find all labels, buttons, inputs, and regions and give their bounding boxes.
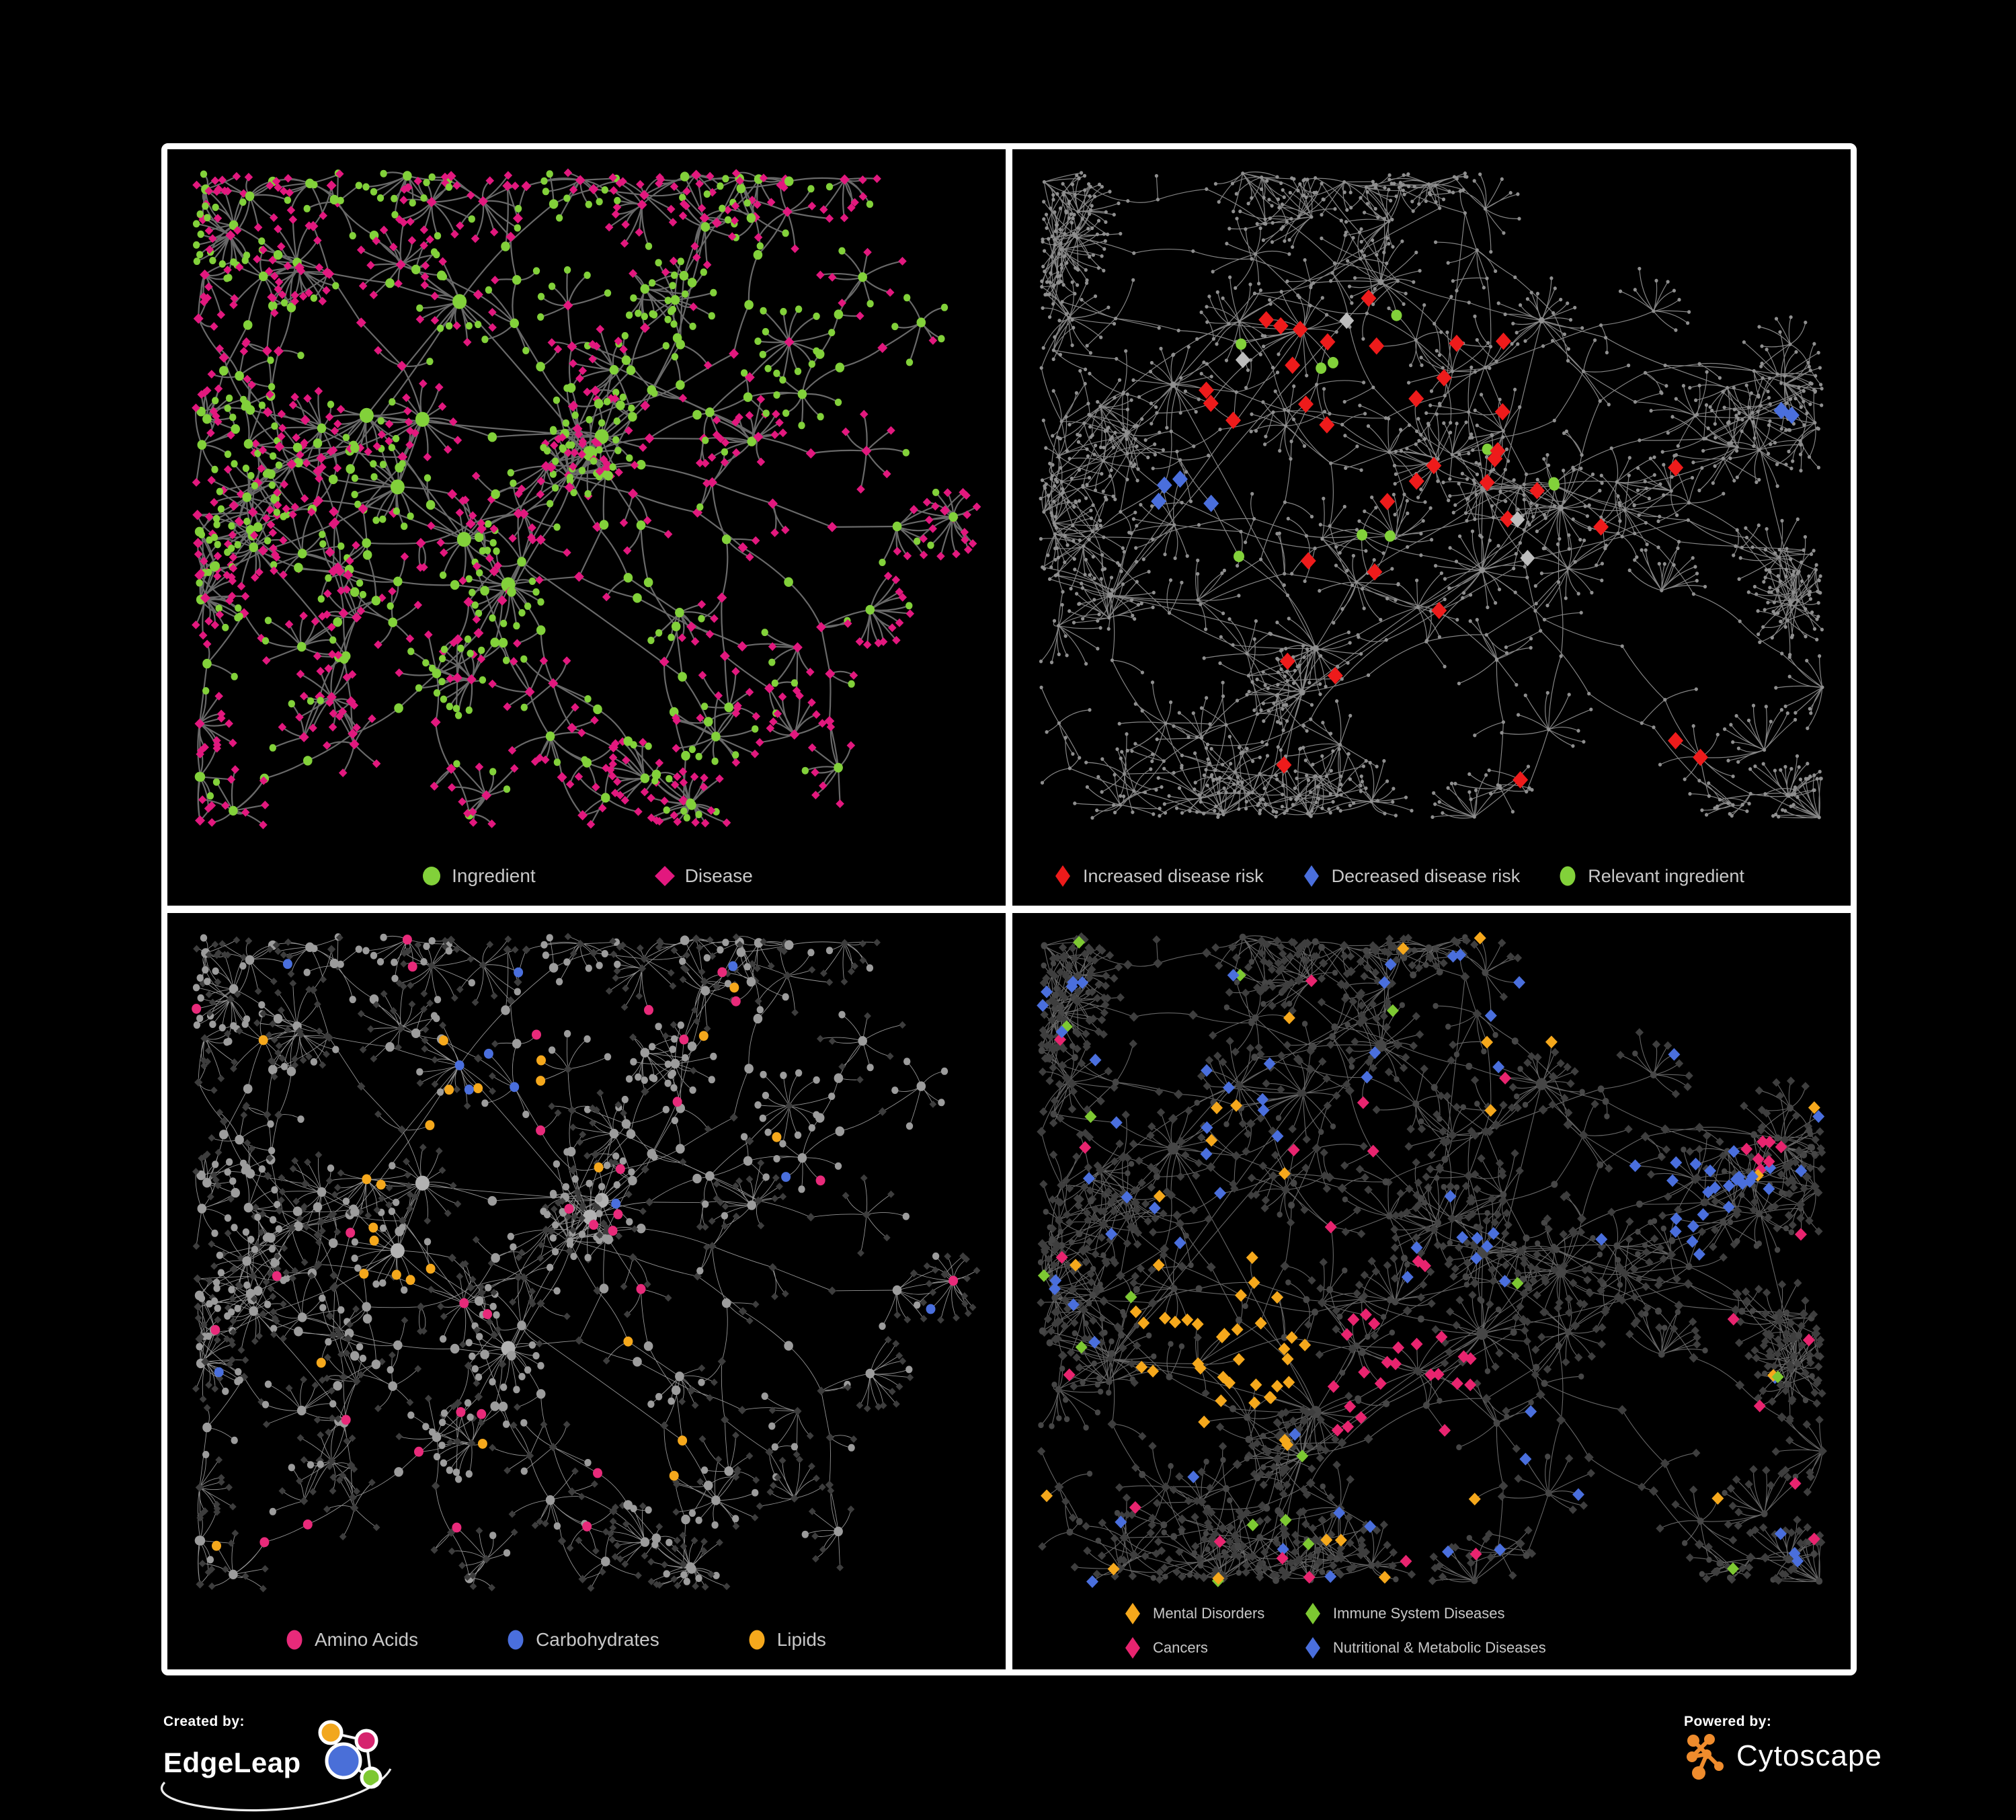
legend-item-relevant-ingredient: Relevant ingredient bbox=[1556, 864, 1744, 888]
amino-acids-marker-icon bbox=[286, 1630, 303, 1650]
edgeleap-logo-text: EdgeLeap bbox=[163, 1747, 301, 1778]
legend-item-nutritional-metabolic-diseases: Nutritional & Metabolic Diseases bbox=[1301, 1636, 1546, 1660]
legend-item-decreased-disease-risk: Decreased disease risk bbox=[1300, 864, 1521, 888]
network-disease-risk bbox=[1039, 171, 1824, 820]
lipids-marker-icon bbox=[749, 1630, 765, 1650]
disease-marker-icon bbox=[654, 866, 675, 886]
legend-item-lipids: Lipids bbox=[745, 1628, 826, 1652]
panel-grid: Ingredient Disease Increased disease risk… bbox=[161, 143, 1857, 1675]
legend-item-amino-acids: Amino Acids bbox=[283, 1628, 418, 1652]
legend-label: Disease bbox=[684, 865, 753, 886]
legend-label: Lipids bbox=[776, 1629, 826, 1650]
immune-system-diseases-marker-icon bbox=[1305, 1603, 1320, 1624]
panel-divider-horizontal bbox=[167, 906, 1851, 913]
legend-disease-classes: Mental Disorders Immune System Diseases Ca… bbox=[1012, 1601, 1851, 1660]
edgeleap-credit: Created by: EdgeLeap bbox=[161, 1714, 392, 1812]
edgeleap-logo-icon bbox=[318, 1720, 382, 1789]
network-ingredient-disease bbox=[192, 168, 981, 830]
cytoscape-credit: Powered by: Cytoscape bbox=[1684, 1714, 1882, 1781]
legend-item-ingredient: Ingredient bbox=[420, 864, 536, 888]
network-nutrient-classes bbox=[192, 933, 981, 1593]
panel-disease-risk: Increased disease risk Decreased disease … bbox=[1012, 149, 1851, 906]
panel-nutrient-classes: Amino Acids Carbohydrates Lipids bbox=[167, 913, 1006, 1669]
panel-disease-classes: Mental Disorders Immune System Diseases Ca… bbox=[1012, 913, 1851, 1669]
cytoscape-logo-icon bbox=[1687, 1734, 1724, 1780]
relevant-ingredient-marker-icon bbox=[1560, 866, 1576, 886]
legend-item-disease: Disease bbox=[653, 864, 753, 888]
legend-label: Relevant ingredient bbox=[1588, 865, 1744, 886]
cancers-marker-icon bbox=[1125, 1637, 1140, 1659]
legend-item-increased-disease-risk: Increased disease risk bbox=[1051, 864, 1264, 888]
legend-item-mental-disorders: Mental Disorders bbox=[1121, 1601, 1301, 1626]
decreased-disease-risk-marker-icon bbox=[1303, 865, 1319, 887]
legend-label: Increased disease risk bbox=[1083, 865, 1264, 886]
ingredient-marker-icon bbox=[423, 867, 441, 885]
legend-item-cancers: Cancers bbox=[1121, 1636, 1301, 1660]
legend-label: Ingredient bbox=[452, 865, 536, 886]
legend-nutrient-classes: Amino Acids Carbohydrates Lipids bbox=[167, 1628, 1006, 1652]
legend-disease-risk: Increased disease risk Decreased disease … bbox=[1012, 864, 1851, 888]
cytoscape-logo-text: Cytoscape bbox=[1736, 1739, 1882, 1772]
legend-ingredient-disease: Ingredient Disease bbox=[167, 864, 1006, 888]
legend-label: Mental Disorders bbox=[1153, 1605, 1265, 1622]
created-by-label: Created by: bbox=[163, 1714, 245, 1729]
powered-by-label: Powered by: bbox=[1684, 1714, 1772, 1729]
legend-label: Decreased disease risk bbox=[1331, 865, 1521, 886]
carbohydrates-marker-icon bbox=[508, 1630, 524, 1650]
network-disease-classes bbox=[1037, 931, 1827, 1588]
nutritional-metabolic-diseases-marker-icon bbox=[1305, 1637, 1320, 1659]
mental-disorders-marker-icon bbox=[1125, 1603, 1140, 1624]
legend-label: Amino Acids bbox=[315, 1629, 419, 1650]
legend-label: Nutritional & Metabolic Diseases bbox=[1333, 1639, 1546, 1656]
legend-label: Carbohydrates bbox=[536, 1629, 659, 1650]
legend-item-carbohydrates: Carbohydrates bbox=[504, 1628, 659, 1652]
increased-disease-risk-marker-icon bbox=[1055, 865, 1070, 887]
legend-label: Cancers bbox=[1153, 1639, 1208, 1656]
panel-ingredient-disease: Ingredient Disease bbox=[167, 149, 1006, 906]
legend-label: Immune System Diseases bbox=[1333, 1605, 1505, 1622]
legend-item-immune-system-diseases: Immune System Diseases bbox=[1301, 1601, 1546, 1626]
